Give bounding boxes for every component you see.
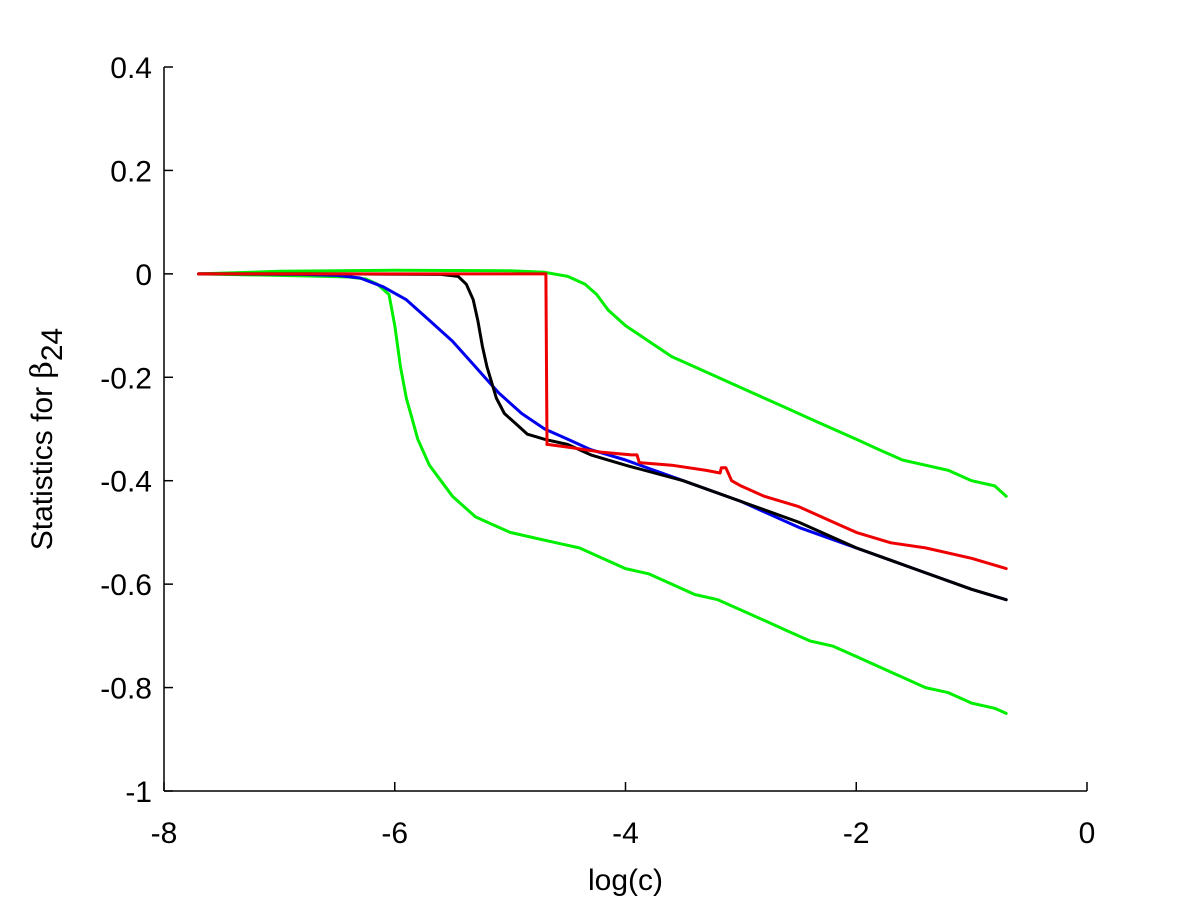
x-tick-label: -4: [612, 817, 639, 850]
series-line-2: [197, 268, 1008, 498]
x-axis-title: log(c): [588, 864, 663, 897]
x-tick-label: -8: [151, 817, 178, 850]
series-line-4: [197, 272, 1008, 602]
x-tick-label: 0: [1079, 817, 1096, 850]
y-tick-label: 0.4: [110, 52, 152, 85]
y-tick-label: -0.4: [100, 466, 152, 499]
y-tick-label: -1: [125, 776, 152, 809]
series-layer: [197, 268, 1008, 715]
x-ticks: -8 -6 -4 -2 0: [151, 782, 1096, 850]
y-axis-title-prefix: Statistics for: [26, 379, 59, 551]
y-axis-title: Statistics for β24: [25, 328, 69, 550]
y-axis-title-symbol: β: [25, 361, 60, 378]
axes: [163, 67, 1087, 792]
x-tick-label: -6: [381, 817, 408, 850]
x-tick-label: -2: [843, 817, 870, 850]
y-tick-label: -0.6: [100, 569, 152, 602]
series-line-3: [197, 272, 1008, 602]
y-tick-label: 0: [135, 259, 152, 292]
series-line-5: [197, 272, 1008, 571]
y-tick-label: -0.2: [100, 362, 152, 395]
y-tick-label: -0.8: [100, 673, 152, 706]
y-tick-label: 0.2: [110, 155, 152, 188]
series-line-1: [197, 272, 1008, 715]
y-ticks: 0.4 0.2 0 -0.2 -0.4 -0.6 -0.8 -1: [100, 52, 173, 809]
y-axis-title-subscript: 24: [36, 328, 69, 361]
